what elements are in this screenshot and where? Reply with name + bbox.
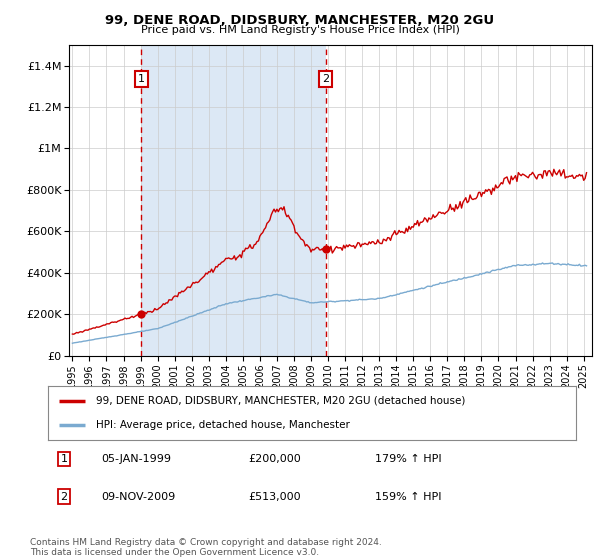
Text: 99, DENE ROAD, DIDSBURY, MANCHESTER, M20 2GU: 99, DENE ROAD, DIDSBURY, MANCHESTER, M20… xyxy=(106,14,494,27)
Text: 179% ↑ HPI: 179% ↑ HPI xyxy=(376,454,442,464)
Text: 1: 1 xyxy=(61,454,67,464)
Text: 159% ↑ HPI: 159% ↑ HPI xyxy=(376,492,442,502)
Text: 99, DENE ROAD, DIDSBURY, MANCHESTER, M20 2GU (detached house): 99, DENE ROAD, DIDSBURY, MANCHESTER, M20… xyxy=(95,396,465,406)
Text: 05-JAN-1999: 05-JAN-1999 xyxy=(101,454,171,464)
Text: £200,000: £200,000 xyxy=(248,454,301,464)
Text: HPI: Average price, detached house, Manchester: HPI: Average price, detached house, Manc… xyxy=(95,420,349,430)
Text: 09-NOV-2009: 09-NOV-2009 xyxy=(101,492,175,502)
Bar xyxy=(141,45,326,356)
Bar xyxy=(141,45,326,356)
Text: 2: 2 xyxy=(60,492,67,502)
Text: £513,000: £513,000 xyxy=(248,492,301,502)
Text: 2: 2 xyxy=(322,74,329,84)
Text: 1: 1 xyxy=(138,74,145,84)
Text: Contains HM Land Registry data © Crown copyright and database right 2024.
This d: Contains HM Land Registry data © Crown c… xyxy=(30,538,382,557)
Text: Price paid vs. HM Land Registry's House Price Index (HPI): Price paid vs. HM Land Registry's House … xyxy=(140,25,460,35)
